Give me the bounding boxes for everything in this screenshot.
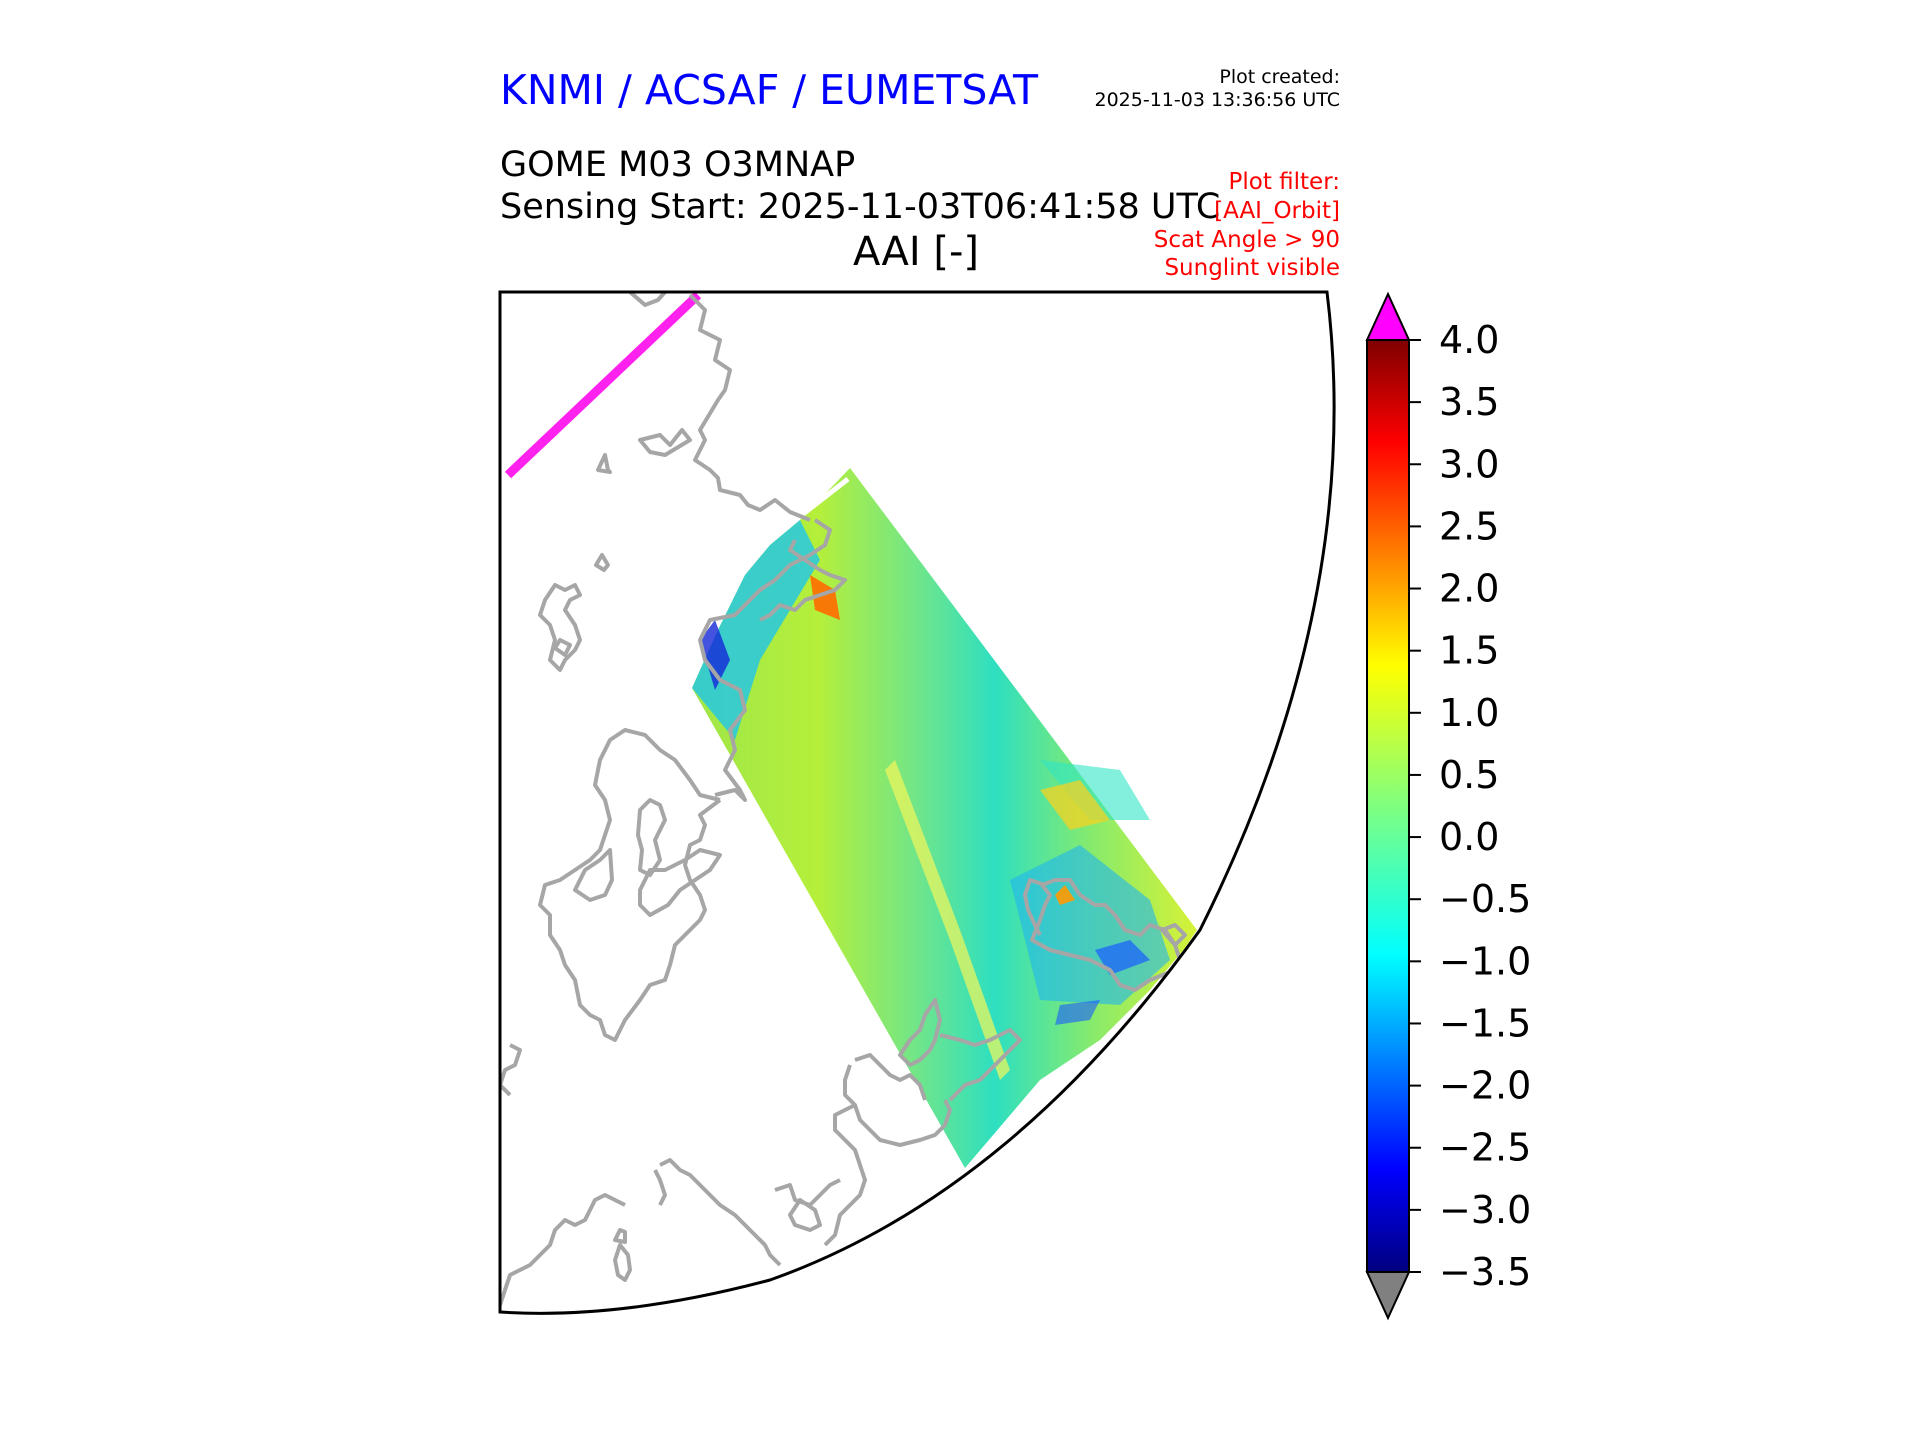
colorbar-over-range-arrow: [1365, 291, 1411, 341]
aai-swath: [692, 468, 1197, 1168]
plot-created-time: 2025-11-03 13:36:56 UTC: [1094, 89, 1341, 111]
colorbar-tick-label: 1.5: [1439, 629, 1499, 673]
colorbar-ticks: 4.0 3.5 3.0 2.5 2.0 1.5 1.0 0.5 0.0 −0.5 −1.0 −1.5 −…: [1409, 318, 1531, 1294]
colorbar-tick-label: 4.0: [1439, 318, 1499, 362]
colorbar-under-range-arrow: [1365, 1271, 1411, 1321]
colorbar-tick-label: −2.0: [1439, 1064, 1531, 1108]
colorbar-tick-label: −2.5: [1439, 1126, 1531, 1170]
plot-filter-sunglint: Sunglint visible: [1164, 255, 1340, 281]
colorbar-tick-label: −1.0: [1439, 939, 1531, 983]
colorbar-tick-label: 0.5: [1439, 753, 1499, 797]
coastlines: [500, 292, 1187, 1306]
swath-gap-line: [710, 477, 850, 587]
colorbar-tick-label: 0.0: [1439, 815, 1499, 859]
colorbar-tick-label: −0.5: [1439, 877, 1531, 921]
map-frame: [498, 290, 1336, 1315]
over-range-track: [504, 292, 702, 479]
plot-created-label: Plot created:: [1219, 66, 1340, 88]
plot-filter-orbit: [AAI_Orbit]: [1214, 198, 1340, 224]
colorbar-tick-label: 2.0: [1439, 567, 1499, 611]
plot-filter-label: Plot filter:: [1228, 169, 1340, 195]
sensing-start: Sensing Start: 2025-11-03T06:41:58 UTC: [500, 187, 1221, 227]
colorbar-tick-label: −3.0: [1439, 1188, 1531, 1232]
colorbar-tick-label: 3.5: [1439, 380, 1499, 424]
plot-filter-scat-angle: Scat Angle > 90: [1153, 227, 1340, 253]
variable-title: AAI [-]: [853, 229, 979, 275]
product-title: GOME M03 O3MNAP: [500, 145, 856, 185]
colorbar-tick-label: −1.5: [1439, 1001, 1531, 1045]
colorbar-tick-label: −3.5: [1439, 1250, 1531, 1294]
organization-title: KNMI / ACSAF / EUMETSAT: [500, 66, 1039, 114]
colorbar-tick-label: 1.0: [1439, 691, 1499, 735]
colorbar-gradient: [1366, 339, 1410, 1273]
colorbar-tick-label: 2.5: [1439, 504, 1499, 548]
colorbar-tick-label: 3.0: [1439, 442, 1499, 486]
